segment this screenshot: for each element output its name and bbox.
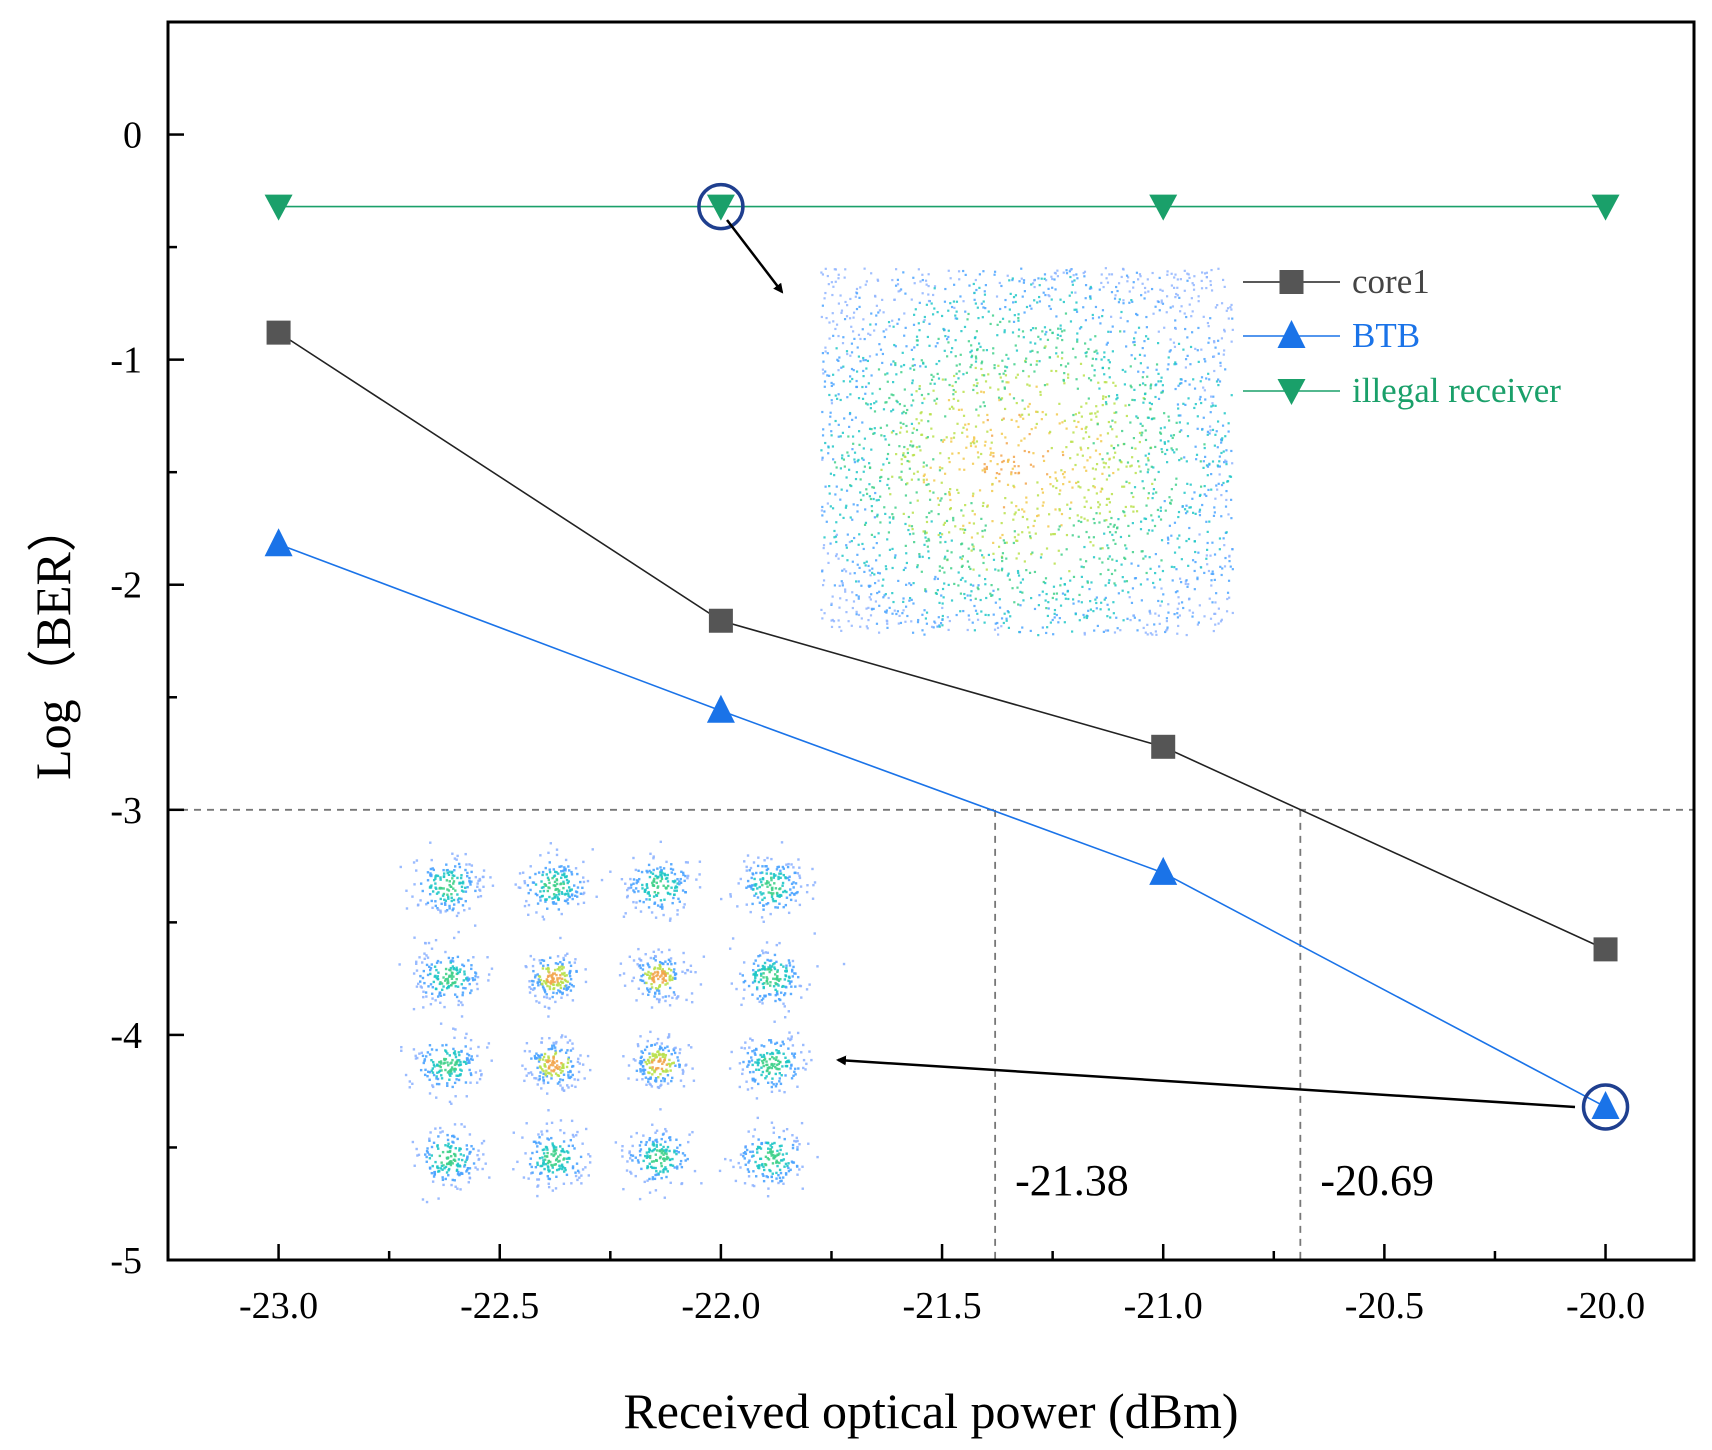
axis-ticks <box>168 133 1607 1262</box>
arrow-to-bottom-inset <box>836 1055 1576 1109</box>
highlight-circle-1 <box>1581 1083 1630 1131</box>
point-core1-2 <box>1151 734 1176 759</box>
point-core1-0 <box>266 320 291 345</box>
point-BTB-2 <box>1149 856 1178 885</box>
y-tick-label-3: -3 <box>110 790 142 832</box>
legend-label-0: core1 <box>1352 262 1430 301</box>
constellation-inset-illegal-receiver <box>820 267 1234 637</box>
point-BTB-3 <box>1591 1090 1620 1119</box>
x-tick-labels: -23.0 -22.5 -22.0 -21.5 -21.0 -20.5 -20.0 <box>239 1285 1645 1327</box>
plot-frame <box>166 20 1696 1262</box>
x-tick-label-0: -23.0 <box>239 1285 318 1327</box>
point-core1-1 <box>708 608 733 633</box>
y-tick-label-0: 0 <box>123 115 142 157</box>
series-markers <box>264 194 1620 1119</box>
point-illegal-receiver-2 <box>1149 194 1178 221</box>
crossing-label-0: -21.38 <box>1015 1156 1129 1205</box>
arrow-to-top-inset <box>726 219 784 294</box>
series-line-core1 <box>278 331 1606 951</box>
legend: core1 BTB illegal receiver <box>1243 262 1561 410</box>
point-illegal-receiver-1 <box>706 194 735 221</box>
crossing-labels: -21.38 -20.69 <box>1015 1156 1434 1205</box>
y-tick-label-2: -2 <box>110 565 142 607</box>
x-tick-label-2: -22.0 <box>681 1285 760 1327</box>
x-tick-label-5: -20.5 <box>1345 1285 1424 1327</box>
point-illegal-receiver-3 <box>1591 194 1620 221</box>
y-axis-title: Log（BER） <box>25 502 81 780</box>
legend-label-1: BTB <box>1352 316 1420 355</box>
legend-marker-1 <box>1277 320 1306 348</box>
series-line-BTB <box>278 543 1606 1108</box>
threshold-guides <box>168 808 1694 1260</box>
y-tick-label-5: -5 <box>110 1240 142 1282</box>
point-BTB-0 <box>264 528 293 557</box>
series-lines <box>278 205 1606 1108</box>
highlight-circles <box>697 182 1630 1131</box>
legend-label-2: illegal receiver <box>1352 371 1561 410</box>
x-tick-label-4: -21.0 <box>1124 1285 1203 1327</box>
x-tick-label-1: -22.5 <box>460 1285 539 1327</box>
point-BTB-1 <box>706 694 735 723</box>
constellation-inset-btb <box>398 840 846 1204</box>
highlight-circle-0 <box>697 182 745 231</box>
legend-marker-2 <box>1277 379 1306 405</box>
point-illegal-receiver-0 <box>264 194 293 221</box>
x-axis-title: Received optical power (dBm) <box>623 1383 1238 1439</box>
point-core1-3 <box>1593 937 1618 962</box>
y-tick-label-1: -1 <box>110 340 142 382</box>
x-tick-label-6: -20.0 <box>1566 1285 1645 1327</box>
x-tick-label-3: -21.5 <box>902 1285 981 1327</box>
legend-marker-0 <box>1279 270 1304 294</box>
y-tick-labels: 0 -1 -2 -3 -4 -5 <box>110 115 142 1282</box>
annotation-arrows <box>726 219 1576 1109</box>
y-tick-label-4: -4 <box>110 1015 142 1057</box>
crossing-label-1: -20.69 <box>1320 1156 1434 1205</box>
